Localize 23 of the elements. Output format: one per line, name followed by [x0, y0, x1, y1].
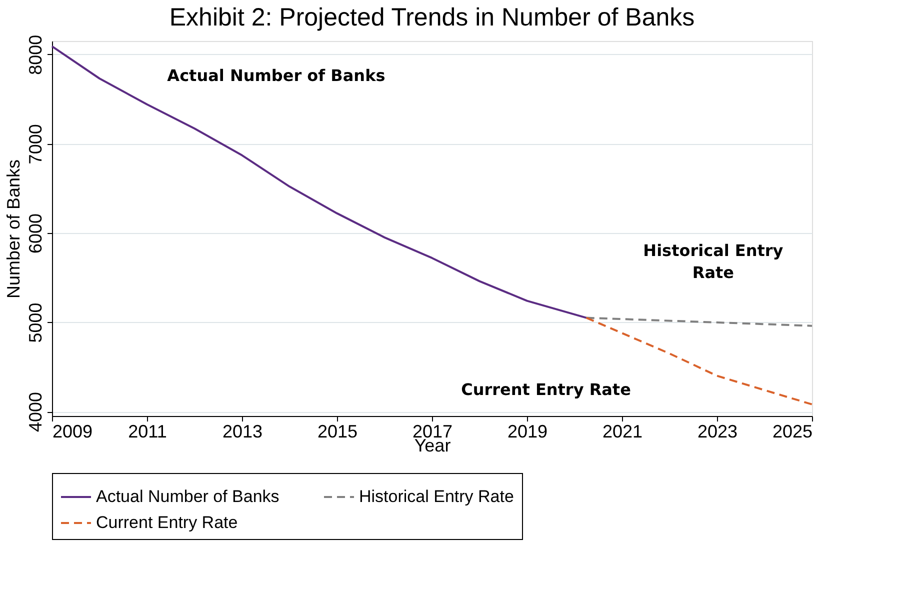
- line-series: [585, 316, 813, 406]
- x-tick-label: 2015: [317, 422, 358, 442]
- line-series: [51, 45, 588, 319]
- x-tick-label: 2011: [128, 422, 167, 442]
- legend-label: Current Entry Rate: [96, 513, 238, 532]
- annotation: Current Entry Rate: [461, 380, 632, 399]
- x-tick-label: 2021: [602, 422, 643, 442]
- x-tick-label: 2009: [52, 422, 93, 442]
- x-tick-label: 2019: [507, 422, 548, 442]
- y-tick-label: 8000: [26, 34, 46, 75]
- x-tick-label: 2023: [697, 422, 738, 442]
- y-tick-label: 4000: [26, 392, 46, 432]
- legend-label: Historical Entry Rate: [359, 487, 514, 506]
- chart-title: Exhibit 2: Projected Trends in Number of Banks: [169, 3, 695, 32]
- annotation: Historical Entry Rate: [643, 241, 784, 282]
- annotation: Actual Number of Banks: [167, 66, 386, 85]
- legend-label: Actual Number of Banks: [96, 487, 280, 506]
- y-tick-label: 5000: [26, 302, 46, 343]
- y-axis-title: Number of Banks: [4, 159, 24, 299]
- x-tick-label: 2025: [772, 422, 812, 442]
- y-tick-label: 6000: [26, 213, 46, 254]
- y-tick-label: 7000: [26, 124, 46, 164]
- x-tick-label: 2013: [222, 422, 263, 442]
